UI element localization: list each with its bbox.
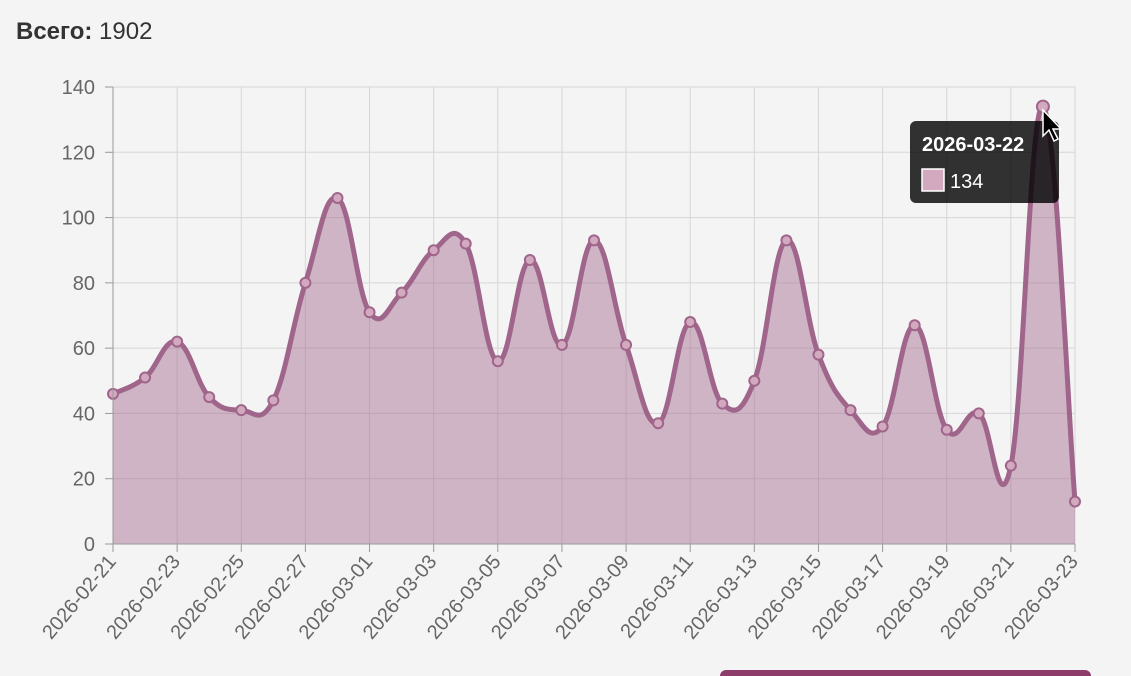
point [1069, 495, 1081, 508]
point [908, 319, 921, 332]
tooltip-title: 2026-03-22 [922, 134, 1024, 156]
y-tick-label: 140 [62, 77, 95, 99]
point [876, 420, 889, 433]
y-tick-label: 80 [73, 273, 95, 295]
point [395, 286, 408, 299]
point [331, 191, 344, 204]
point [940, 423, 953, 436]
point [844, 404, 857, 417]
point [491, 355, 504, 368]
button[interactable] [720, 670, 1091, 676]
point [1004, 459, 1017, 472]
y-tick-label: 20 [73, 469, 95, 491]
cursor [1042, 108, 1063, 143]
point [812, 348, 825, 361]
point [171, 335, 184, 348]
tooltip-box [910, 121, 1059, 203]
tooltip-swatch [921, 168, 945, 192]
point [716, 397, 729, 410]
point [684, 316, 697, 329]
tooltip: 2026-03-22 134 [910, 121, 1059, 203]
total-value: 1902 [99, 18, 153, 45]
y-tick-label: 120 [62, 142, 95, 164]
total-label: Всего: [16, 18, 93, 45]
y-tick-label: 100 [62, 208, 95, 230]
y-tick-label: 60 [73, 338, 95, 360]
point [267, 394, 280, 407]
y-tick-label: 40 [73, 403, 95, 425]
point [459, 237, 472, 250]
y-tick-label: 0 [84, 534, 95, 556]
point [203, 391, 216, 404]
point [588, 234, 600, 247]
point [780, 234, 793, 247]
point [235, 404, 248, 417]
point [555, 338, 568, 351]
point [363, 306, 376, 319]
point [299, 276, 312, 289]
point [972, 407, 985, 420]
point [139, 371, 152, 384]
point [523, 254, 536, 267]
point [427, 244, 440, 257]
point [620, 338, 633, 351]
tooltip-value: 134 [950, 171, 983, 193]
area [113, 106, 1075, 544]
point [748, 374, 761, 387]
point [652, 417, 665, 430]
total: Всего: 1902 [16, 18, 152, 46]
